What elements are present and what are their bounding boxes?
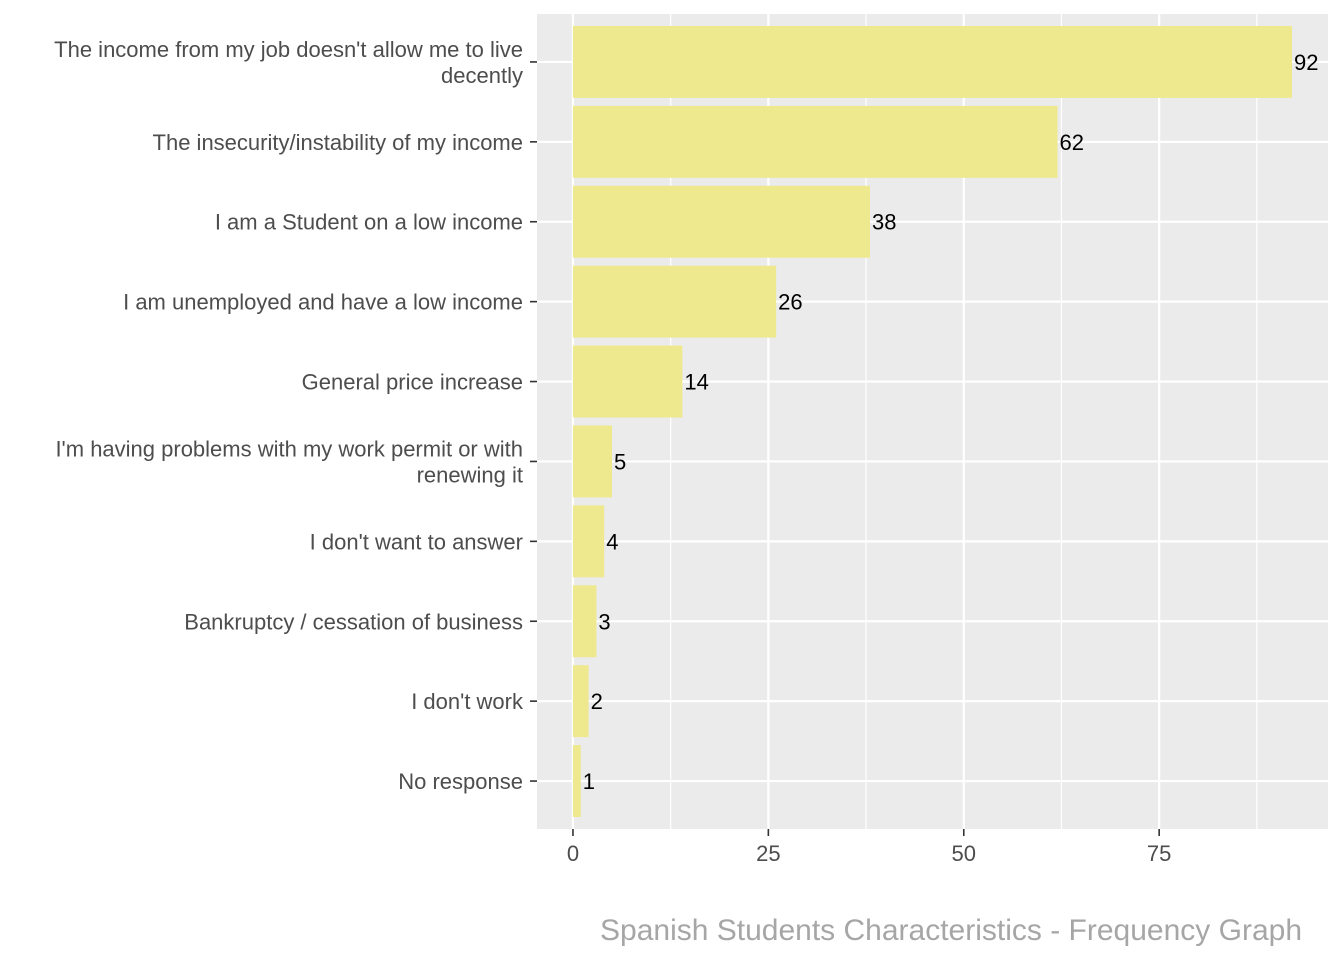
bar — [572, 425, 613, 498]
category-label: The income from my job doesn't allow me … — [54, 37, 523, 88]
category-label: General price increase — [302, 370, 523, 395]
bar — [572, 665, 589, 738]
category-label: The insecurity/instability of my income — [153, 130, 523, 155]
bar — [572, 265, 777, 338]
x-axis: 0 25 50 75 — [567, 829, 1171, 866]
data-label: 14 — [684, 370, 708, 395]
data-labels-group: 92 62 38 26 14 5 4 3 2 1 — [583, 50, 1319, 794]
x-tick-label: 25 — [756, 841, 780, 866]
data-label: 5 — [614, 449, 626, 474]
category-label: I don't work — [411, 689, 524, 714]
data-label: 1 — [583, 769, 595, 794]
data-label: 4 — [606, 529, 618, 554]
data-label: 26 — [778, 290, 802, 315]
category-label: Bankruptcy / cessation of business — [184, 609, 523, 634]
category-label: I don't want to answer — [310, 529, 523, 554]
bar — [572, 25, 1293, 98]
bar — [572, 585, 597, 658]
category-label: I'm having problems with my work permit … — [55, 436, 523, 487]
x-tick-label: 50 — [952, 841, 976, 866]
data-label: 62 — [1060, 130, 1084, 155]
x-tick-label: 75 — [1147, 841, 1171, 866]
bar — [572, 105, 1058, 178]
data-label: 2 — [591, 689, 603, 714]
data-label: 3 — [598, 609, 610, 634]
bar — [572, 345, 683, 418]
category-label: No response — [398, 769, 523, 794]
category-label: I am a Student on a low income — [215, 210, 523, 235]
data-label: 38 — [872, 210, 896, 235]
y-axis: The income from my job doesn't allow me … — [54, 37, 537, 794]
bar — [572, 185, 870, 258]
bar — [572, 505, 605, 578]
category-label: I am unemployed and have a low income — [123, 290, 523, 315]
x-tick-label: 0 — [567, 841, 579, 866]
bars-group — [572, 25, 1293, 818]
data-label: 92 — [1294, 50, 1318, 75]
bar — [572, 745, 581, 818]
chart-caption: Spanish Students Characteristics - Frequ… — [600, 914, 1302, 947]
